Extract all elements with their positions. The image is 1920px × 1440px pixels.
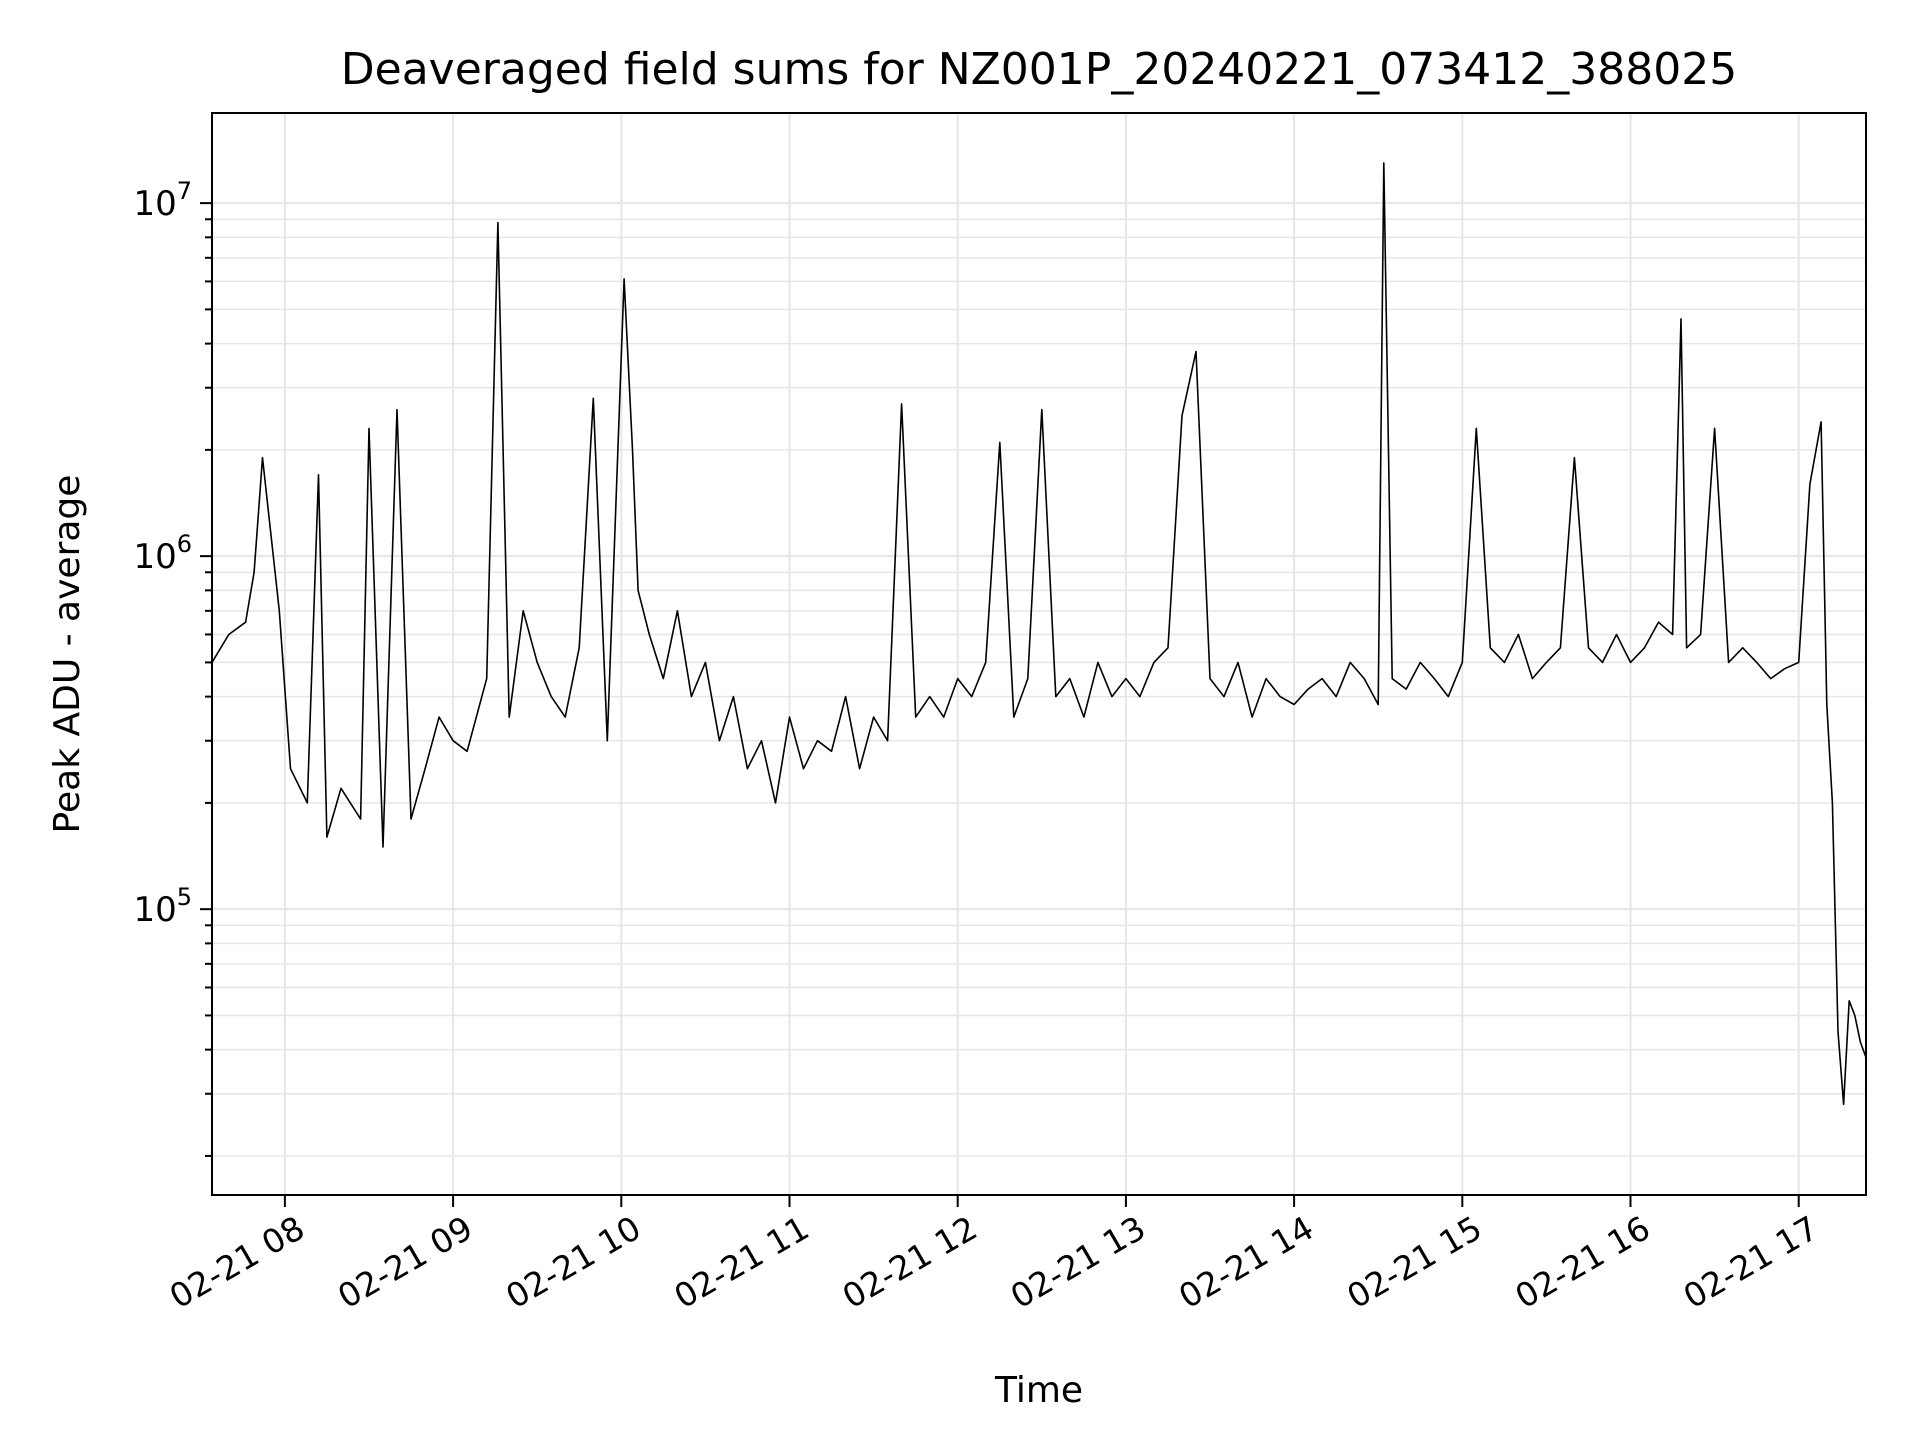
y-tick-label: 107 — [133, 177, 192, 224]
grid — [212, 113, 1866, 1195]
y-tick-label: 105 — [133, 883, 192, 930]
y-tick-label: 106 — [133, 530, 192, 577]
y-axis-label: Peak ADU - average — [47, 475, 88, 834]
x-axis-label: Time — [994, 1370, 1083, 1411]
data-series-line — [211, 162, 1867, 1106]
plot-area — [211, 162, 1867, 1106]
chart-title: Deaveraged field sums for NZ001P_2024022… — [341, 44, 1737, 95]
y-axis-ticks: 105 106 107 — [133, 177, 212, 1157]
axes-frame — [211, 112, 1867, 1196]
